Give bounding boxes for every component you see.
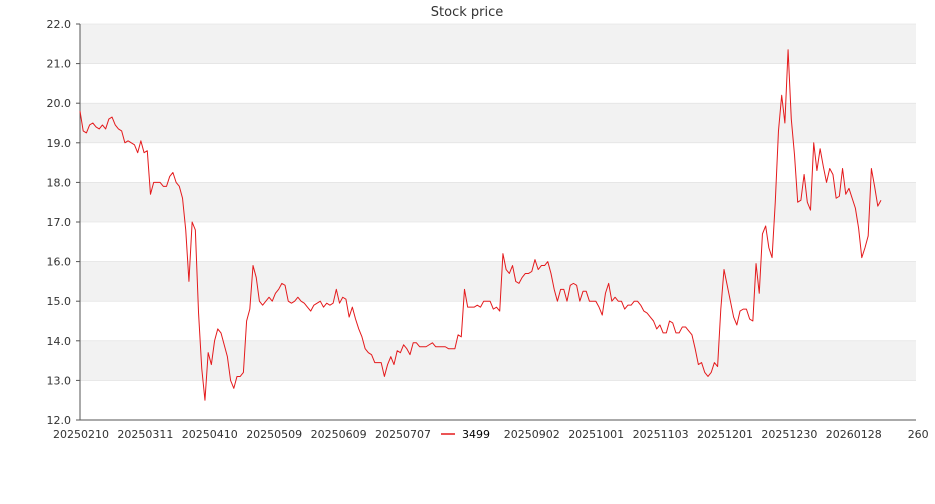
background-bands	[80, 24, 916, 381]
series-layer	[79, 49, 882, 401]
background-band	[80, 340, 916, 381]
x-tick-label: 20250410	[182, 428, 238, 441]
x-tick-label: 20250210	[53, 428, 109, 441]
legend-label: 3499	[462, 428, 490, 441]
y-tick-label: 22.0	[47, 18, 72, 31]
y-tick-label: 16.0	[47, 256, 72, 269]
x-tick-label: 20250509	[246, 428, 302, 441]
x-tick-label: 20260128	[826, 428, 882, 441]
y-tick-label: 19.0	[47, 137, 72, 150]
y-tick-label: 13.0	[47, 374, 72, 387]
x-tick-label: 20251001	[568, 428, 624, 441]
background-band	[80, 24, 916, 64]
x-axis-ticks: 20250210 20250311 20250410 20250509 20250609…	[53, 428, 929, 441]
x-tick-label: 20250902	[504, 428, 560, 441]
series-line-3499	[79, 49, 882, 401]
y-tick-label: 12.0	[47, 414, 72, 427]
legend: 3499	[441, 428, 490, 441]
y-tick-label: 18.0	[47, 176, 72, 189]
x-tick-label: 20250311	[117, 428, 173, 441]
background-band	[80, 103, 916, 143]
y-tick-label: 20.0	[47, 97, 72, 110]
y-axis-ticks: 12.0 13.0 14.0 15.0 16.0 17.0 18.0 19.0 20.0 21.0…	[47, 18, 80, 427]
background-band	[80, 182, 916, 222]
x-tick-label: 20251103	[633, 428, 689, 441]
y-tick-label: 21.0	[47, 58, 72, 71]
y-tick-label: 14.0	[47, 335, 72, 348]
x-tick-label: 20251230	[761, 428, 817, 441]
background-band	[80, 261, 916, 302]
y-tick-label: 17.0	[47, 216, 72, 229]
x-tick-label: 260	[908, 428, 929, 441]
y-tick-label: 15.0	[47, 295, 72, 308]
x-tick-label: 20251201	[697, 428, 753, 441]
x-tick-label: 20250609	[311, 428, 367, 441]
chart-title: Stock price	[431, 5, 503, 20]
gridlines	[80, 23, 916, 421]
x-tick-label: 20250707	[375, 428, 431, 441]
